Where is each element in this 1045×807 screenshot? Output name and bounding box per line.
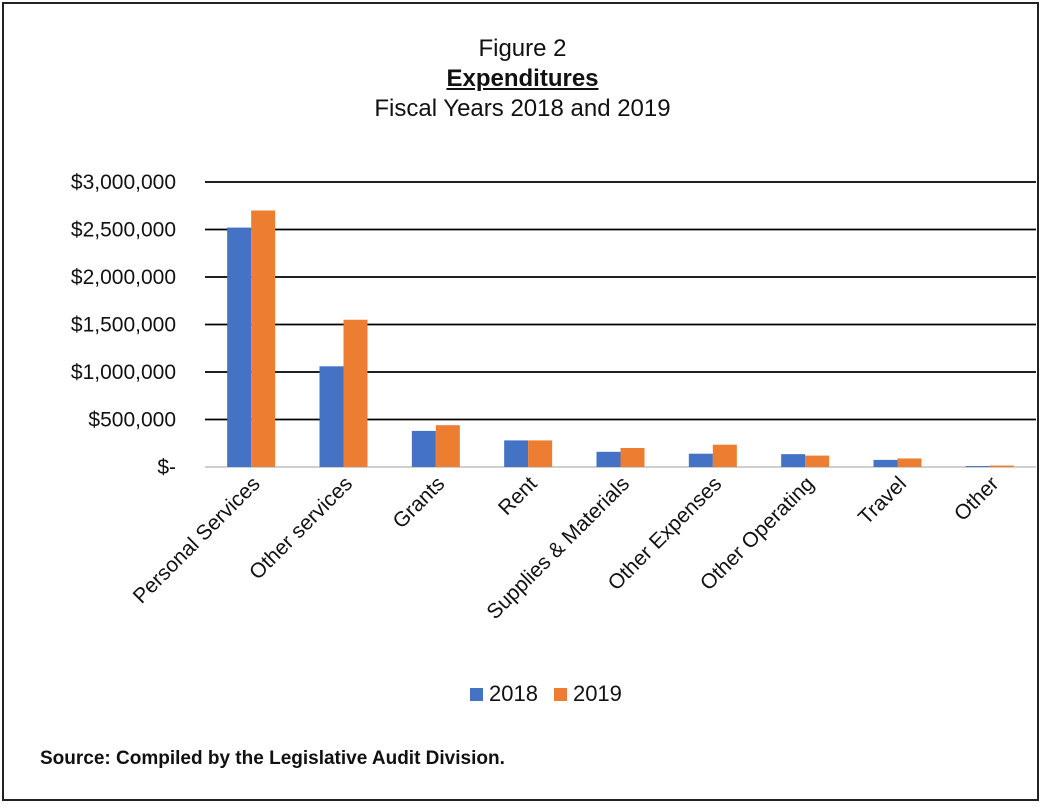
bar-2019 xyxy=(343,319,368,467)
bar-2019 xyxy=(528,440,553,467)
bar-2018 xyxy=(227,227,252,467)
bar-2019 xyxy=(805,455,830,467)
y-tick-label: $- xyxy=(157,456,176,479)
x-tick-label: Rent xyxy=(494,472,542,520)
bar-2018 xyxy=(873,459,898,467)
chart-subtitle: Fiscal Years 2018 and 2019 xyxy=(374,95,671,122)
bar-2018 xyxy=(319,366,344,467)
chart-title-block: Figure 2 Expenditures Fiscal Years 2018 … xyxy=(0,34,1045,124)
y-tick-label: $1,000,000 xyxy=(71,361,176,384)
bar-2019 xyxy=(712,444,737,467)
y-tick-label: $3,000,000 xyxy=(71,171,176,194)
chart-title: Expenditures xyxy=(446,65,599,92)
legend-label-2018: 2018 xyxy=(489,681,538,706)
bar-2018 xyxy=(411,430,436,467)
x-tick-label: Travel xyxy=(854,472,911,529)
bar-2019 xyxy=(435,425,460,467)
bar-2018 xyxy=(965,466,990,467)
x-tick-label: Other xyxy=(950,472,1003,525)
bar-2018 xyxy=(781,454,806,467)
y-tick-label: $2,000,000 xyxy=(71,266,176,289)
bar-2018 xyxy=(596,451,621,467)
figure-label: Figure 2 xyxy=(478,35,567,62)
source-note: Source: Compiled by the Legislative Audi… xyxy=(40,748,505,769)
bar-2019 xyxy=(989,465,1014,467)
y-tick-label: $2,500,000 xyxy=(71,219,176,242)
bar-2019 xyxy=(251,210,276,467)
bar-2019 xyxy=(620,448,645,467)
y-tick-label: $1,500,000 xyxy=(71,314,176,337)
bar-2019 xyxy=(897,458,922,467)
legend-swatch-2018 xyxy=(470,687,483,701)
legend-label-2019: 2019 xyxy=(572,681,622,706)
chart-legend: 2018 2019 xyxy=(470,681,622,707)
bar-2018 xyxy=(688,453,713,467)
x-tick-label: Grants xyxy=(389,472,450,533)
bar-2018 xyxy=(504,440,529,467)
legend-swatch-2019 xyxy=(553,687,567,701)
y-tick-label: $500,000 xyxy=(88,409,176,432)
x-tick-label: Personal Services xyxy=(129,472,265,608)
